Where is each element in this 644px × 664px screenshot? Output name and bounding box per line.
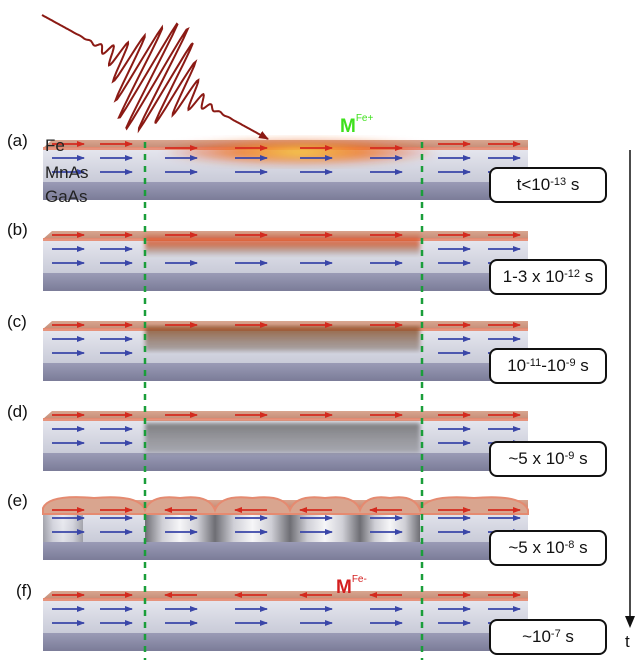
gaas-layer	[43, 453, 528, 471]
panel-label-f: (f)	[16, 581, 33, 600]
panel-label-a: (a)	[7, 131, 28, 150]
domain-column	[43, 510, 83, 542]
slab-panel-a	[43, 138, 528, 200]
slab-panel-e	[42, 496, 529, 560]
slab-panel-b	[43, 231, 528, 291]
slab-panel-d	[43, 411, 528, 471]
fe-wavy-layer	[42, 496, 529, 515]
laser-pulse	[41, 14, 269, 140]
time-box-c: 10 -11 -10 -9 s	[489, 348, 607, 384]
cooling-region	[145, 327, 420, 351]
fe-edge	[43, 598, 528, 601]
fe-layer	[43, 411, 528, 419]
time-box-d: ~5 x 10 -9 s	[489, 441, 607, 477]
domain-column	[215, 510, 290, 542]
slab-panel-f	[43, 591, 528, 651]
gaas-layer	[43, 363, 528, 381]
gaas-layer	[43, 182, 528, 200]
time-box-f: ~10 -7 s	[489, 619, 607, 655]
hot-spot	[160, 138, 440, 166]
panel-label-e: (e)	[7, 491, 28, 510]
time-axis-label: t	[625, 632, 630, 651]
fe-edge	[43, 418, 528, 421]
time-box-a: t<10 -13 s	[489, 167, 607, 203]
time-box-b: 1-3 x 10 -12 s	[489, 259, 607, 295]
magnetization-plus-label: MFe+	[340, 112, 374, 137]
time-axis-head	[625, 616, 635, 628]
layer-label-gaas: GaAs	[45, 187, 88, 206]
panel-label-c: (c)	[7, 312, 27, 331]
layer-label-fe: Fe	[45, 136, 65, 155]
sample-slabs	[42, 138, 529, 651]
gaas-layer	[43, 273, 528, 291]
panel-label-d: (d)	[7, 402, 28, 421]
mnas-layer	[43, 599, 528, 633]
layer-label-mnas: MnAs	[45, 163, 89, 182]
heated-region	[145, 233, 420, 255]
time-axis-arrow	[625, 150, 635, 628]
time-box-e: ~5 x 10 -8 s	[489, 530, 607, 566]
gaas-layer	[43, 542, 528, 560]
grey-region	[145, 423, 420, 453]
slab-panel-c	[43, 321, 528, 381]
domain-column	[145, 510, 215, 542]
domain-boundary-lines	[143, 142, 424, 660]
magnetization-minus-label: MFe-	[336, 573, 367, 598]
panel-label-b: (b)	[7, 220, 28, 239]
domain-column	[360, 510, 420, 542]
laser-wave-packet	[41, 14, 269, 140]
gaas-layer	[43, 633, 528, 651]
